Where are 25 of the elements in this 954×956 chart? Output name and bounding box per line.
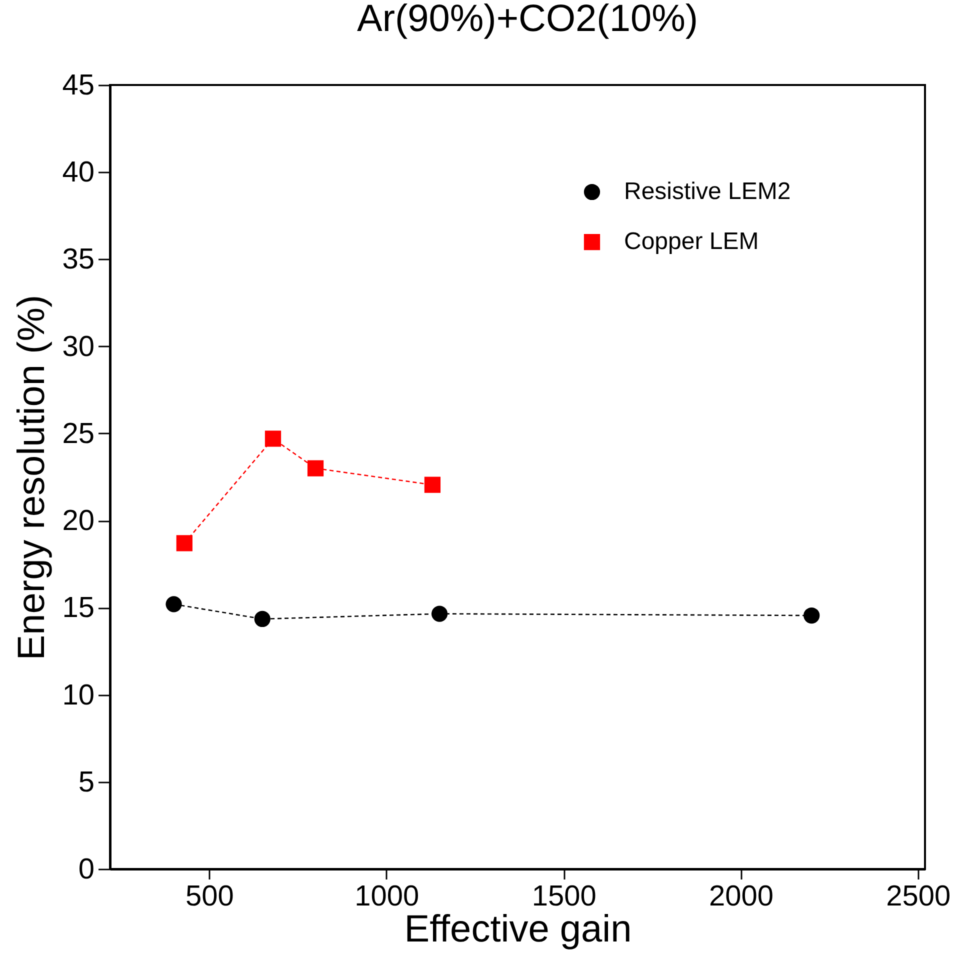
point xyxy=(424,476,441,493)
y-tick-label: 10 xyxy=(62,679,94,712)
y-tick-label: 5 xyxy=(78,766,94,798)
y-axis-title: Energy resolution (%) xyxy=(11,294,54,660)
chart-title: Ar(90%)+CO2(10%) xyxy=(356,0,698,40)
legend-label: Resistive LEM2 xyxy=(624,178,791,205)
point xyxy=(176,535,192,552)
y-tick-label: 45 xyxy=(62,70,94,102)
y-tick-label: 40 xyxy=(62,156,94,189)
y-tick-label: 35 xyxy=(62,244,94,276)
point xyxy=(166,596,182,612)
point xyxy=(264,430,282,447)
point xyxy=(307,460,324,476)
x-tick-label: 2500 xyxy=(886,880,951,912)
legend-label: Copper LEM xyxy=(624,228,759,255)
x-tick-label: 500 xyxy=(186,880,234,912)
y-tick-label: 30 xyxy=(62,330,94,363)
y-tick-label: 0 xyxy=(78,854,94,886)
y-tick-label: 20 xyxy=(62,505,94,538)
point xyxy=(804,607,820,624)
y-tick-label: 25 xyxy=(62,418,94,450)
point xyxy=(431,606,448,622)
x-tick-label: 2000 xyxy=(708,880,774,912)
y-tick-label: 15 xyxy=(62,592,94,624)
point xyxy=(254,610,270,628)
